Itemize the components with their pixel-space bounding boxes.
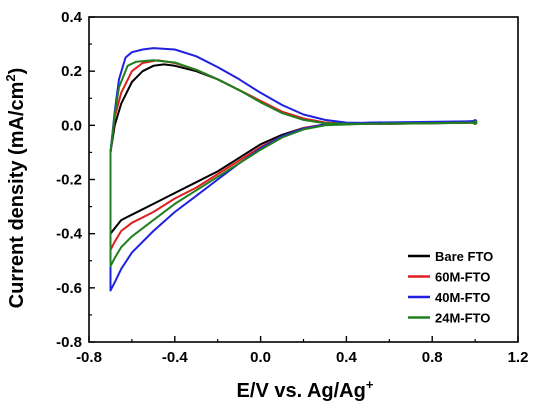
y-tick-label: -0.8 bbox=[56, 334, 82, 351]
y-tick-label: -0.6 bbox=[56, 280, 82, 297]
x-tick-label: -0.4 bbox=[162, 349, 189, 366]
plot-frame bbox=[88, 16, 519, 343]
x-tick-label: 0.0 bbox=[250, 349, 271, 366]
legend-label-3: 24M-FTO bbox=[435, 311, 490, 326]
series-line-3 bbox=[109, 59, 476, 268]
tick-labels: -0.8 -0.4 0.0 0.4 0.8 1.2 -0.8 -0.6 -0.4 -0.2 0.0 0… bbox=[56, 9, 528, 366]
x-axis-title: E/V vs. Ag/Ag+ bbox=[237, 377, 374, 402]
legend: Bare FTO 60M-FTO 40M-FTO 24M-FTO bbox=[408, 249, 493, 326]
x-tick-label: 0.4 bbox=[336, 349, 358, 366]
series-end-marker-3 bbox=[472, 120, 478, 125]
series-line-0 bbox=[109, 63, 476, 235]
x-tick-label: 0.8 bbox=[422, 349, 443, 366]
x-tick-label: -0.8 bbox=[76, 349, 102, 366]
legend-label-1: 60M-FTO bbox=[435, 270, 490, 285]
y-tick-label: 0.0 bbox=[61, 117, 82, 134]
series-line-2 bbox=[109, 47, 476, 292]
series-curves bbox=[109, 47, 478, 292]
y-tick-label: -0.2 bbox=[56, 172, 82, 189]
y-axis-title: Current density (mA/cm2) bbox=[3, 68, 28, 309]
legend-label-2: 40M-FTO bbox=[435, 290, 490, 305]
x-tick-label: 1.2 bbox=[508, 349, 529, 366]
legend-label-0: Bare FTO bbox=[435, 249, 493, 264]
y-tick-label: 0.2 bbox=[61, 63, 82, 80]
y-tick-label: -0.4 bbox=[56, 226, 83, 243]
y-tick-label: 0.4 bbox=[61, 9, 83, 26]
